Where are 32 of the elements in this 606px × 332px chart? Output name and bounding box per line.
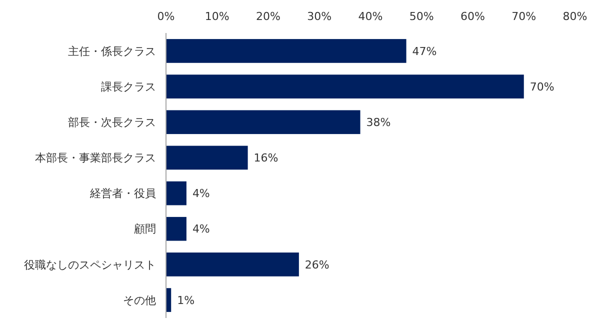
data-label: 4%	[192, 222, 210, 236]
x-tick-label: 10%	[204, 10, 230, 23]
data-label: 1%	[177, 294, 195, 307]
data-label: 38%	[366, 116, 391, 129]
data-label: 26%	[304, 258, 330, 272]
x-tick-label: 30%	[307, 10, 332, 23]
y-tick-label: 顧問	[134, 222, 156, 236]
bar	[166, 181, 186, 206]
y-tick-label: 課長クラス	[101, 80, 156, 94]
data-label: 70%	[530, 80, 554, 94]
x-tick-label: 50%	[409, 10, 434, 23]
data-label: 16%	[254, 152, 278, 165]
x-tick-label: 0%	[157, 10, 175, 23]
bar	[166, 252, 299, 276]
data-label: 47%	[412, 44, 437, 58]
y-tick-label: 部長・次長クラス	[68, 116, 156, 129]
bar	[166, 216, 186, 241]
y-tick-label: その他	[123, 294, 156, 307]
x-tick-label: 60%	[460, 10, 485, 23]
x-tick-label: 20%	[256, 10, 280, 23]
x-tick-label: 40%	[358, 10, 383, 23]
bar	[166, 110, 360, 134]
y-tick-label: 本部長・事業部長クラス	[35, 152, 156, 165]
y-tick-label: 役職なしのスペシャリスト	[24, 258, 156, 272]
data-label: 4%	[192, 187, 210, 200]
y-tick-label: 経営者・役員	[89, 187, 156, 200]
bar	[166, 146, 248, 170]
x-tick-label: 70%	[512, 10, 536, 23]
bar	[166, 74, 524, 98]
x-tick-label: 80%	[562, 10, 588, 23]
y-tick-label: 主任・係長クラス	[68, 44, 156, 58]
bar	[166, 39, 406, 63]
